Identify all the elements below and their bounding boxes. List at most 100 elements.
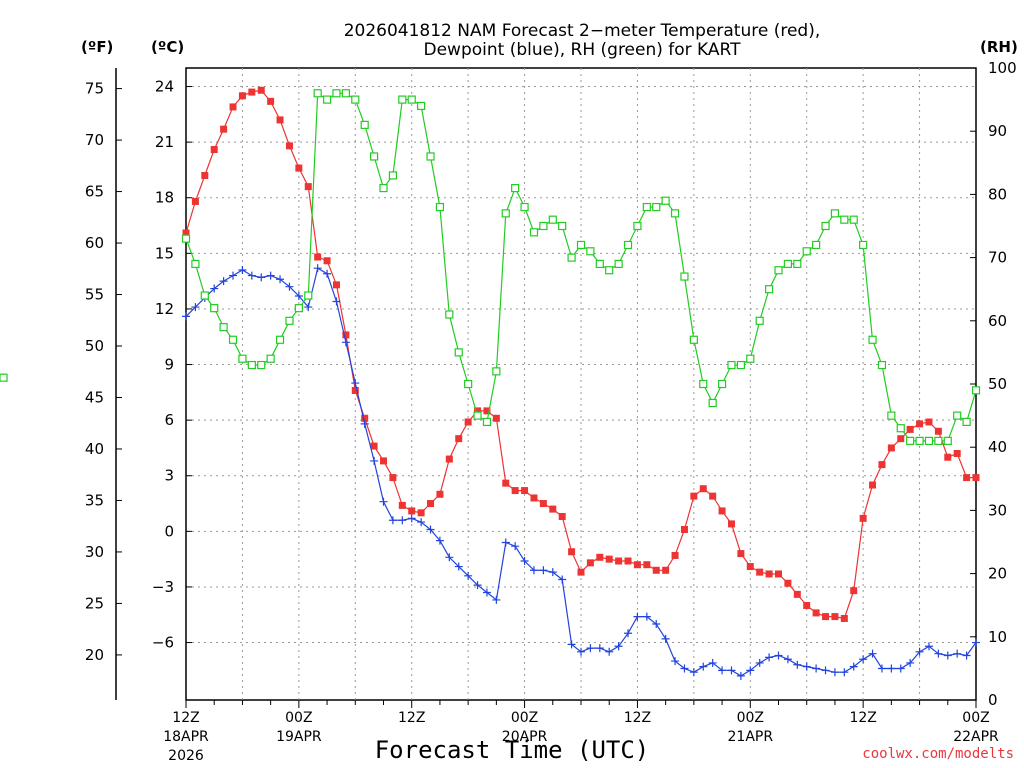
f-tick-label: 35: [85, 491, 104, 509]
x-tick-label-time: 12Z: [172, 710, 199, 726]
rh-tick-label: 80: [988, 185, 1007, 203]
rh-point: [623, 240, 633, 250]
rh-point: [924, 436, 934, 445]
rh-point: [633, 221, 642, 231]
rh-point: [332, 89, 341, 98]
rh-point: [642, 202, 651, 212]
credit-text: coolwx.com/modelts: [862, 746, 1014, 762]
dewpoint-point: [765, 653, 774, 662]
temperature-point: [840, 614, 848, 622]
f-tick-label: 45: [85, 388, 104, 406]
rh-point: [191, 259, 200, 269]
rh-point: [247, 360, 256, 370]
temperature-point: [633, 561, 641, 569]
rh-point: [558, 221, 567, 231]
dewpoint-point: [407, 514, 416, 523]
rh-point: [943, 436, 952, 445]
dewpoint-series: [182, 264, 980, 680]
rh-point: [774, 266, 783, 275]
dewpoint-point: [577, 647, 585, 656]
dewpoint-point: [341, 338, 350, 347]
rh-point: [764, 285, 774, 294]
temperature-series: [182, 86, 980, 622]
dewpoint-point: [501, 538, 510, 547]
rh-point: [417, 101, 426, 111]
dewpoint-point: [332, 297, 341, 306]
rh-point: [934, 436, 943, 445]
temperature-point: [380, 457, 387, 465]
rh-point: [746, 354, 755, 363]
y-axis-ticks: 24211815129630−3−67570656055504540353025…: [85, 59, 1017, 709]
rh-point: [351, 95, 360, 104]
temperature-point: [577, 568, 585, 576]
temperature-point: [314, 253, 322, 261]
temperature-point: [878, 461, 886, 469]
temperature-point: [427, 500, 435, 508]
x-tick-label-date: 19APR: [276, 729, 322, 745]
temperature-point: [492, 414, 500, 422]
temperature-point: [558, 513, 566, 521]
chart-title-line1: 2026041812 NAM Forecast 2−meter Temperat…: [344, 21, 821, 41]
temperature-point: [210, 146, 218, 154]
temperature-point: [963, 474, 971, 482]
c-tick-label: 15: [155, 244, 174, 262]
temperature-point: [680, 525, 688, 533]
temperature-point: [464, 418, 472, 426]
temperature-point: [859, 514, 867, 522]
temperature-point: [220, 125, 228, 133]
rh-point: [482, 417, 492, 427]
rh-point: [228, 335, 238, 344]
rh-point: [322, 95, 332, 104]
temperature-point: [295, 164, 303, 172]
rh-point: [379, 183, 388, 193]
rh-point: [426, 152, 435, 161]
temperature-point: [483, 407, 491, 415]
fahrenheit-unit-label: (ºF): [81, 38, 113, 56]
temperature-point: [474, 407, 482, 415]
dewpoint-point: [473, 581, 482, 590]
dewpoint-point: [727, 666, 736, 675]
rh-point: [492, 367, 501, 376]
x-tick-label-date: 18APR: [163, 729, 209, 745]
dewpoint-point: [520, 556, 529, 565]
dewpoint-point: [492, 595, 501, 604]
temperature-point: [238, 92, 246, 100]
temperature-point: [775, 570, 782, 578]
temperature-point: [615, 557, 623, 565]
temperature-point: [737, 550, 745, 558]
temperature-point: [445, 455, 453, 463]
dewpoint-point: [774, 651, 783, 660]
c-tick-label: 0: [164, 522, 174, 540]
rh-point: [680, 272, 689, 281]
x-tick-label-date: 21APR: [728, 729, 774, 745]
rh-point: [849, 215, 858, 224]
dewpoint-point: [783, 655, 792, 664]
temperature-point: [351, 386, 359, 394]
rh-point: [717, 379, 727, 389]
dewpoint-point: [313, 264, 322, 273]
rh-point: [576, 240, 586, 250]
dewpoint-point: [802, 662, 811, 671]
chart-title-line2: Dewpoint (blue), RH (green) for KART: [423, 40, 741, 60]
temperature-point: [643, 561, 651, 569]
rh-tick-label: 40: [988, 438, 1007, 456]
dewpoint-point: [454, 562, 463, 571]
dewpoint-point: [671, 657, 680, 666]
dewpoint-point: [426, 525, 435, 534]
rh-point: [971, 386, 981, 395]
rh-point: [200, 291, 209, 300]
dewpoint-point: [614, 642, 623, 651]
temperature-point: [568, 548, 576, 556]
rh-point: [181, 234, 191, 243]
plot-frame: [185, 67, 977, 701]
rh-point: [586, 247, 595, 256]
dewpoint-point: [435, 536, 444, 545]
f-tick-label: 20: [85, 646, 104, 664]
temperature-point: [304, 183, 312, 191]
dewpoint-point: [304, 303, 313, 312]
rh-point: [859, 240, 868, 250]
x-tick-label-date: 20APR: [502, 729, 548, 745]
rh-tick-label: 10: [988, 628, 1007, 646]
rh-unit-label: (RH): [980, 38, 1018, 56]
temperature-point: [511, 487, 519, 495]
